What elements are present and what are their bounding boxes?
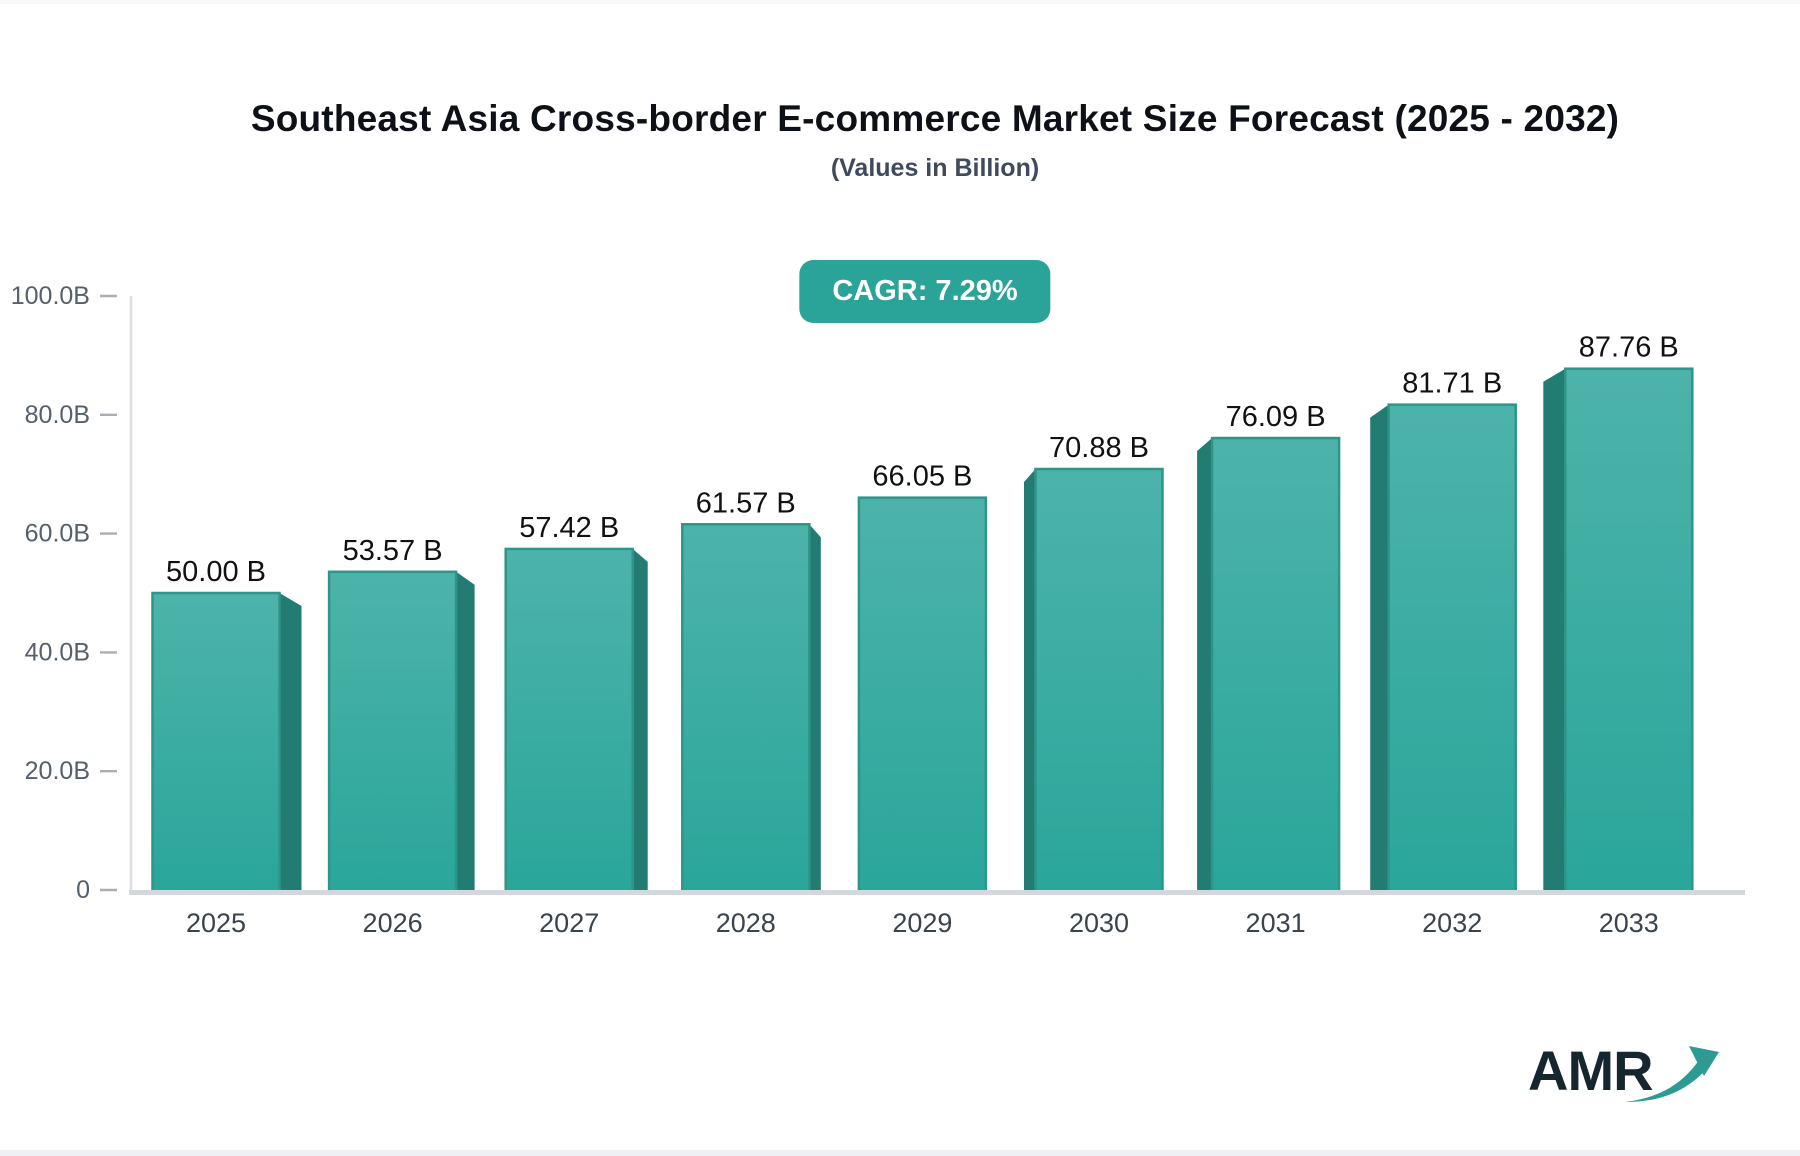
bar-2029 [857, 496, 988, 894]
bar-side-face [279, 593, 302, 893]
x-axis-line [129, 890, 1745, 895]
y-axis-label: 80.0B [25, 401, 90, 429]
bar-value-label: 66.05 B [872, 461, 972, 493]
bar-front-face [1210, 436, 1341, 894]
bar-side-face [1370, 404, 1389, 893]
bar-2033 [1543, 367, 1694, 894]
y-axis-label: 100.0B [11, 282, 90, 310]
bar-value-label: 87.76 B [1579, 332, 1679, 364]
bar-front-face [681, 523, 811, 894]
bar-value-label: 76.09 B [1226, 401, 1326, 433]
bar-value-label: 50.00 B [166, 556, 266, 588]
bar-front-face [504, 547, 634, 894]
bar-value-label: 70.88 B [1049, 432, 1149, 464]
bar-side-face [1024, 468, 1036, 893]
bar-front-face [327, 570, 458, 894]
bar-side-face [456, 571, 475, 893]
bar-value-label: 53.57 B [343, 535, 443, 567]
bar-front-face [151, 591, 281, 894]
bar-2032 [1370, 403, 1517, 894]
x-axis-label: 2029 [892, 908, 952, 938]
y-axis-label: 20.0B [25, 757, 90, 785]
bar-side-face [809, 524, 821, 893]
bar-2031 [1197, 436, 1341, 894]
x-axis-label: 2030 [1069, 908, 1129, 938]
growth-arrow-icon [1625, 1046, 1719, 1102]
y-axis-label: 60.0B [25, 520, 90, 548]
x-axis-label: 2026 [363, 908, 423, 938]
x-axis-label: 2028 [716, 908, 776, 938]
x-axis-label: 2032 [1422, 908, 1482, 938]
brand-logo: AMR [1528, 1038, 1748, 1118]
x-axis-label: 2031 [1246, 908, 1306, 938]
bar-2026 [327, 570, 475, 894]
cagr-badge: CAGR: 7.29% [799, 260, 1051, 323]
bar-side-face [1543, 368, 1566, 894]
x-axis-label: 2027 [539, 908, 599, 938]
chart-title: Southeast Asia Cross-border E-commerce M… [250, 98, 1620, 139]
y-axis-label: 40.0B [25, 638, 90, 666]
bar-chart: 0 20.0B 40.0B 60.0B 80.0B 100.0B 50.00 B 53.57 … [11, 282, 1745, 938]
bar-value-label: 57.42 B [519, 512, 619, 544]
bar-value-label: 81.71 B [1402, 368, 1502, 400]
bar-front-face [1564, 367, 1694, 894]
bar-front-face [1387, 403, 1517, 894]
bar-side-face [1197, 438, 1213, 893]
x-axis-label: 2033 [1599, 908, 1659, 938]
bar-side-face [632, 548, 648, 893]
brand-logo-text: AMR [1528, 1039, 1654, 1102]
bar-2027 [504, 547, 648, 894]
y-axis-label: 0 [76, 876, 90, 904]
x-axis-label: 2025 [186, 908, 246, 938]
bar-front-face [857, 496, 988, 894]
bar-value-label: 61.57 B [696, 487, 796, 519]
bar-2030 [1024, 467, 1164, 894]
bar-front-face [1034, 467, 1164, 894]
bar-2028 [681, 523, 821, 894]
chart-subtitle: (Values in Billion) [830, 154, 1040, 182]
bar-2025 [151, 591, 302, 894]
